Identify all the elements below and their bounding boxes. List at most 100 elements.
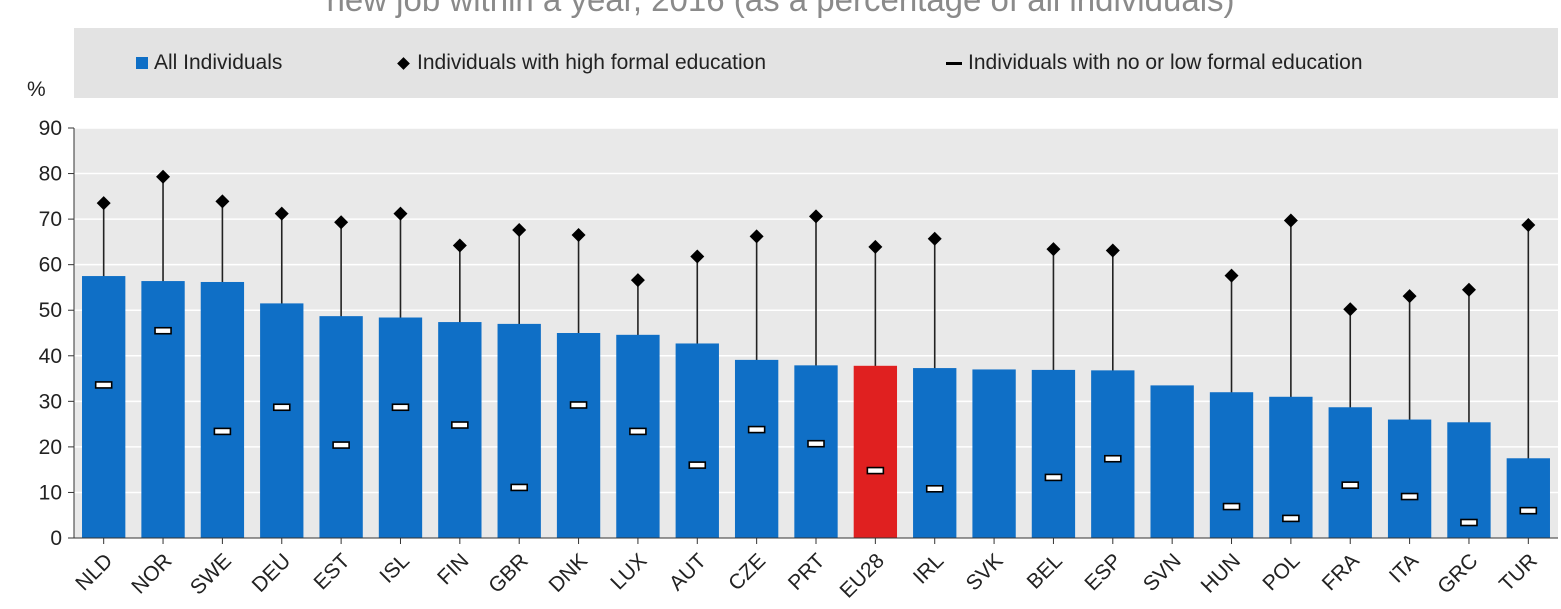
x-tick-label: DEU (248, 549, 296, 597)
dash-icon (946, 61, 962, 65)
y-tick-label: 90 (39, 117, 62, 140)
bar (82, 276, 126, 538)
high-education-marker (393, 206, 408, 221)
x-tick-label: DNK (544, 549, 592, 597)
low-education-marker (1519, 506, 1538, 515)
x-tick-label: IRL (909, 549, 948, 588)
bar (1269, 396, 1313, 538)
x-tick-label: POL (1258, 549, 1304, 595)
bar (497, 323, 541, 538)
y-tick-label: 50 (39, 299, 62, 322)
x-tick-label: NOR (127, 549, 176, 598)
low-education-marker (391, 403, 410, 412)
y-tick-label: 80 (39, 163, 62, 186)
x-tick-label: SWE (186, 549, 236, 599)
low-education-marker (1400, 492, 1419, 501)
high-education-marker (1402, 289, 1417, 304)
x-axis: NLD NOR SWE DEU EST ISL FIN GBR DNK LUX AUT CZE PRT E… (71, 537, 1558, 603)
x-tick-label: NLD (71, 549, 117, 595)
high-education-marker (1521, 218, 1536, 233)
bar (438, 322, 482, 538)
x-tick-label: AUT (665, 549, 711, 595)
bar (141, 281, 185, 538)
low-education-marker (1104, 454, 1122, 463)
high-education-marker (868, 239, 883, 254)
x-tick-label: FIN (433, 549, 473, 589)
y-tick-label: 40 (39, 345, 62, 368)
x-tick-label: CZE (724, 549, 770, 595)
high-education-marker (809, 209, 823, 224)
bar (556, 333, 601, 538)
legend-item-low: Individuals with no or low formal educat… (946, 28, 1363, 98)
x-tick-label: ISL (375, 549, 414, 588)
high-education-marker (927, 231, 942, 246)
high-education-marker (749, 229, 764, 244)
high-education-marker (96, 196, 111, 211)
x-tick-label: SVN (1139, 549, 1186, 596)
low-education-marker (1460, 518, 1478, 527)
low-education-marker (569, 401, 588, 409)
x-tick-label: HUN (1197, 549, 1245, 597)
x-tick-label: GBR (484, 549, 532, 597)
low-education-marker (213, 427, 232, 436)
bar (734, 359, 779, 538)
bar (378, 317, 423, 538)
high-education-marker (512, 223, 527, 238)
low-education-marker (1222, 502, 1241, 511)
bar (319, 316, 363, 538)
y-tick-label: 10 (39, 481, 62, 504)
y-tick-label: 20 (39, 436, 62, 459)
bar (1328, 407, 1372, 538)
legend: All Individuals Individuals with high fo… (74, 28, 1558, 98)
high-education-marker (1046, 242, 1061, 257)
low-education-marker (807, 439, 825, 448)
legend-label-high: Individuals with high formal education (417, 51, 767, 74)
markers (94, 169, 1538, 527)
high-education-marker (690, 249, 705, 264)
x-tick-label: EST (310, 549, 355, 594)
x-tick-label: GRC (1433, 549, 1482, 598)
low-education-marker (510, 483, 529, 492)
y-tick-label: 0 (50, 527, 62, 550)
high-education-marker (571, 228, 586, 243)
bar (616, 334, 660, 538)
x-tick-label: LUX (606, 549, 651, 594)
high-education-marker (274, 206, 289, 221)
high-education-marker (1224, 268, 1239, 283)
high-education-marker (215, 194, 230, 209)
bar (913, 368, 957, 538)
legend-label-all: All Individuals (154, 51, 283, 74)
legend-label-low: Individuals with no or low formal educat… (968, 51, 1363, 74)
legend-item-all: All Individuals (136, 28, 282, 98)
bar (853, 365, 898, 538)
high-education-marker (1461, 282, 1476, 297)
bar (794, 365, 838, 538)
low-education-marker (154, 326, 172, 335)
high-education-marker (452, 238, 467, 253)
chart-title: new job within a year, 2016 (as a percen… (0, 0, 1561, 20)
low-education-marker (925, 484, 944, 493)
bar (1506, 458, 1550, 538)
y-tick-label: 30 (39, 390, 62, 413)
y-unit-label: % (27, 78, 46, 101)
legend-item-high: Individuals with high formal education (396, 28, 766, 98)
bars (82, 276, 1550, 538)
y-tick-label: 60 (39, 254, 62, 277)
high-education-marker (1283, 213, 1298, 228)
y-tick-label: 70 (39, 208, 62, 231)
low-education-marker (272, 403, 291, 412)
low-education-marker (332, 441, 350, 449)
high-education-marker (1343, 302, 1358, 317)
high-education-marker (1105, 243, 1120, 258)
low-education-marker (747, 425, 766, 434)
bar (972, 369, 1016, 538)
low-education-marker (94, 381, 113, 389)
low-education-marker (1044, 473, 1063, 482)
x-tick-label: ESP (1080, 549, 1126, 595)
x-tick-label: PRT (784, 549, 830, 595)
low-education-marker (1282, 514, 1300, 523)
low-education-marker (688, 461, 707, 469)
legend-bar-swatch (136, 57, 148, 70)
x-tick-label: EU28 (835, 549, 888, 602)
